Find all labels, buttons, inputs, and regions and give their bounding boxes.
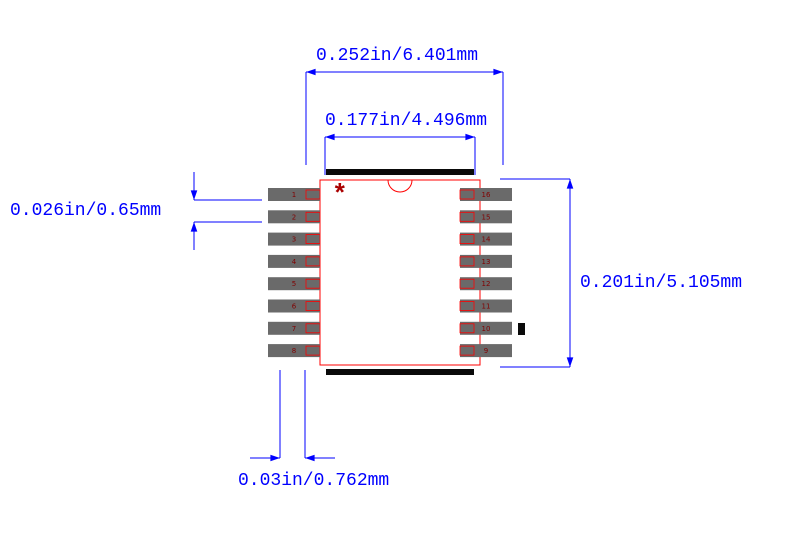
svg-text:14: 14 (482, 236, 491, 244)
svg-text:8: 8 (292, 347, 296, 355)
svg-text:6: 6 (292, 303, 297, 311)
svg-text:2: 2 (292, 213, 296, 221)
pin1-marker: * (332, 180, 348, 210)
svg-text:9: 9 (484, 347, 488, 355)
dim-left-pitch-label: 0.026in/0.65mm (10, 201, 161, 221)
svg-text:5: 5 (292, 280, 296, 288)
drawing-canvas: 12345678161514131211109 * 0.252in/6.401m… (0, 0, 800, 547)
dim-top-inner-label: 0.177in/4.496mm (325, 111, 487, 131)
svg-text:15: 15 (482, 213, 491, 221)
svg-text:3: 3 (292, 236, 296, 244)
svg-text:16: 16 (482, 191, 491, 199)
index-mark (518, 323, 525, 335)
dim-bot-pinw-label: 0.03in/0.762mm (238, 471, 389, 491)
svg-text:12: 12 (482, 280, 491, 288)
dim-top-outer-label: 0.252in/6.401mm (316, 46, 478, 66)
svg-text:13: 13 (482, 258, 491, 266)
svg-text:4: 4 (292, 258, 297, 266)
svg-text:*: * (332, 180, 348, 210)
dim-right-h-label: 0.201in/5.105mm (580, 273, 742, 293)
svg-text:10: 10 (482, 325, 491, 333)
svg-text:7: 7 (292, 325, 296, 333)
svg-text:1: 1 (292, 191, 296, 199)
svg-text:11: 11 (482, 303, 491, 311)
